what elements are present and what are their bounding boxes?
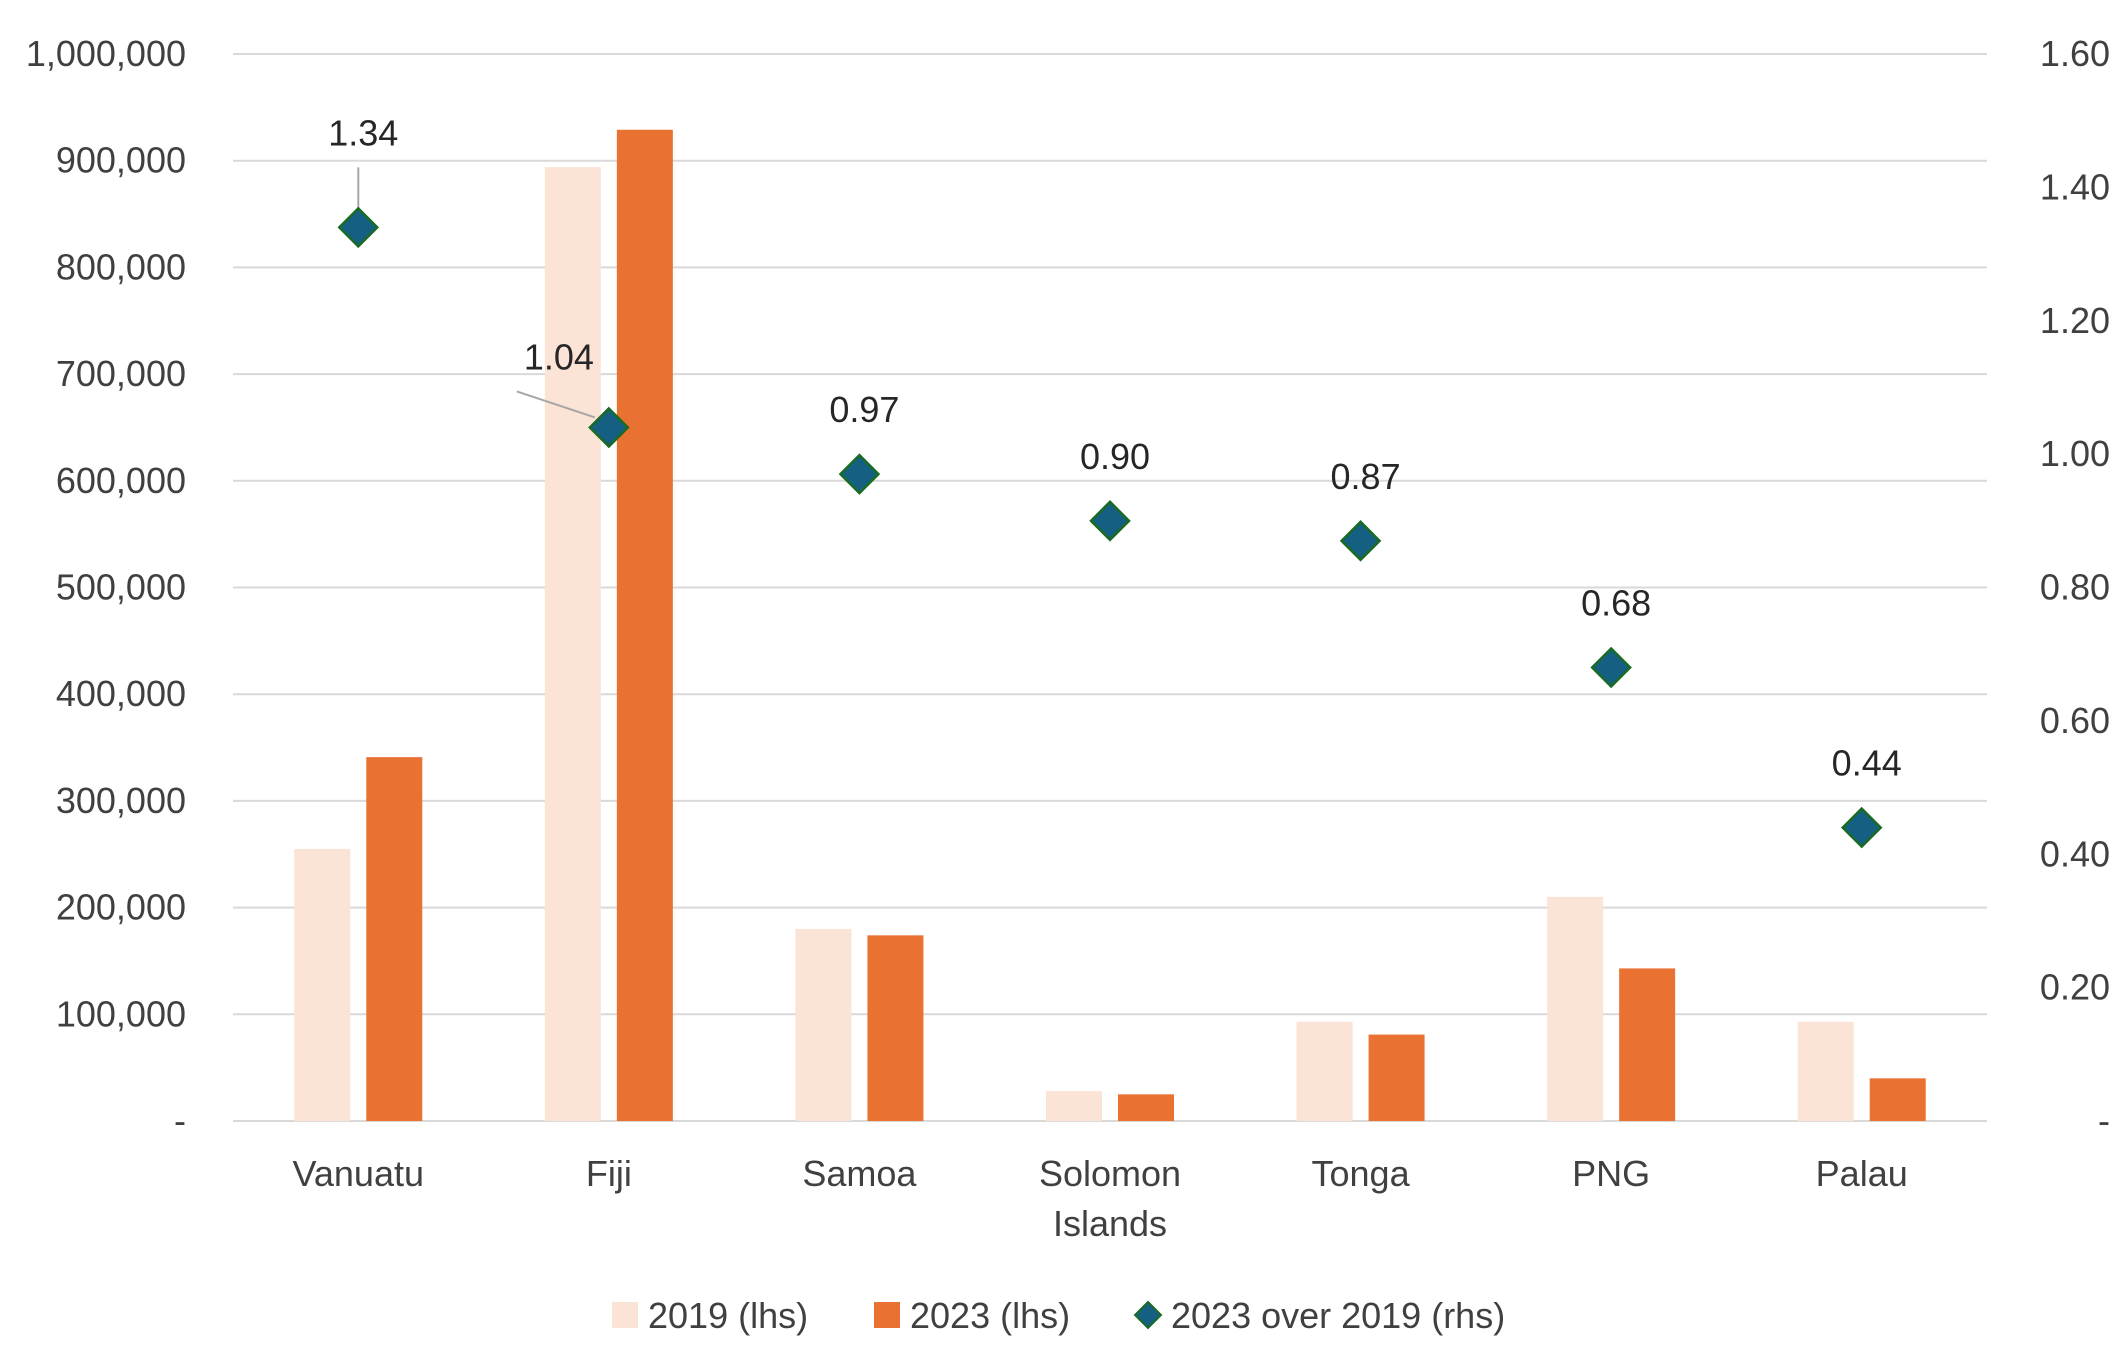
- ratio-marker: [1590, 646, 1632, 689]
- ratio-markers: [337, 206, 1883, 849]
- right-tick-label: 1.40: [2040, 166, 2110, 207]
- right-tick-label: 1.60: [2040, 33, 2110, 74]
- right-tick-label: 0.40: [2040, 833, 2110, 874]
- left-tick-label: -: [174, 1100, 186, 1141]
- gridlines: [233, 53, 1987, 1122]
- bar-2019: [294, 848, 351, 1121]
- ratio-marker: [1339, 520, 1382, 562]
- left-axis: - 100,000 200,000 300,000 400,000 500,000 600,…: [26, 33, 186, 1141]
- category-label-line: Islands: [1053, 1203, 1167, 1244]
- right-axis: - 0.20 0.40 0.60 0.80 1.00 1.20 1.40 1.60: [2040, 33, 2110, 1141]
- bar-2019: [1296, 1021, 1353, 1121]
- ratio-data-label: 1.34: [328, 112, 398, 153]
- ratio-marker: [588, 406, 630, 449]
- legend-label: 2023 (lhs): [910, 1295, 1070, 1336]
- legend-label: 2019 (lhs): [648, 1295, 808, 1336]
- category-label: Solomon Islands: [1039, 1153, 1181, 1244]
- bar-2019: [544, 167, 601, 1122]
- bar-series: [294, 129, 1926, 1122]
- category-label: Vanuatu: [293, 1153, 424, 1194]
- bar-2023: [867, 935, 924, 1121]
- ratio-data-label: 1.04: [524, 336, 594, 377]
- left-tick-label: 1,000,000: [26, 33, 186, 74]
- right-tick-label: 1.20: [2040, 300, 2110, 341]
- left-tick-label: 500,000: [56, 567, 186, 608]
- ratio-data-label: 0.68: [1581, 583, 1651, 624]
- category-label: PNG: [1572, 1153, 1650, 1194]
- right-tick-label: 0.20: [2040, 967, 2110, 1008]
- ratio-data-label: 0.44: [1832, 743, 1902, 784]
- left-tick-label: 400,000: [56, 673, 186, 714]
- left-tick-label: 100,000: [56, 993, 186, 1034]
- legend-swatch: [874, 1302, 900, 1328]
- bar-2023: [1118, 1094, 1174, 1121]
- bar-2023: [1368, 1034, 1425, 1121]
- bar-2019: [1046, 1091, 1102, 1121]
- bar-2019: [795, 928, 852, 1121]
- right-tick-label: 0.60: [2040, 700, 2110, 741]
- right-tick-label: 0.80: [2040, 567, 2110, 608]
- legend-swatch: [1133, 1300, 1163, 1330]
- legend: 2019 (lhs) 2023 (lhs) 2023 over 2019 (rhs): [612, 1295, 1505, 1336]
- ratio-marker: [1089, 500, 1131, 542]
- category-axis: Vanuatu Fiji Samoa Solomon Islands Tonga PNG Pa…: [293, 1153, 1908, 1244]
- left-tick-label: 200,000: [56, 887, 186, 928]
- category-label-line: Fiji: [586, 1153, 632, 1194]
- left-tick-label: 700,000: [56, 353, 186, 394]
- legend-swatch: [612, 1302, 638, 1328]
- bar-2023: [366, 757, 423, 1121]
- category-label-line: Tonga: [1312, 1153, 1411, 1194]
- bar-2019: [1547, 896, 1604, 1121]
- category-label: Palau: [1816, 1153, 1908, 1194]
- bar-2019: [1797, 1021, 1854, 1121]
- category-label-line: PNG: [1572, 1153, 1650, 1194]
- category-label: Tonga: [1312, 1153, 1411, 1194]
- category-label: Samoa: [802, 1153, 917, 1194]
- category-label-line: Samoa: [802, 1153, 917, 1194]
- ratio-data-label: 0.97: [829, 389, 899, 430]
- right-tick-label: -: [2098, 1100, 2110, 1141]
- ratio-marker: [337, 206, 380, 249]
- leader-line: [516, 390, 596, 419]
- ratio-marker: [838, 453, 881, 495]
- right-tick-label: 1.00: [2040, 433, 2110, 474]
- category-label-line: Palau: [1816, 1153, 1908, 1194]
- category-label: Fiji: [586, 1153, 632, 1194]
- bar-2023: [1869, 1078, 1926, 1121]
- left-tick-label: 900,000: [56, 140, 186, 181]
- category-label-line: Solomon: [1039, 1153, 1181, 1194]
- left-tick-label: 800,000: [56, 246, 186, 287]
- data-labels: 1.34 1.04 0.97 0.90 0.87 0.68 0.44: [328, 112, 1902, 783]
- bar-2023: [616, 129, 673, 1121]
- bar-2023: [1619, 968, 1676, 1121]
- ratio-data-label: 0.90: [1080, 436, 1150, 477]
- legend-label: 2023 over 2019 (rhs): [1171, 1295, 1505, 1336]
- ratio-marker: [1840, 806, 1883, 849]
- left-tick-label: 300,000: [56, 780, 186, 821]
- ratio-data-label: 0.87: [1331, 456, 1401, 497]
- category-label-line: Vanuatu: [293, 1153, 424, 1194]
- left-tick-label: 600,000: [56, 460, 186, 501]
